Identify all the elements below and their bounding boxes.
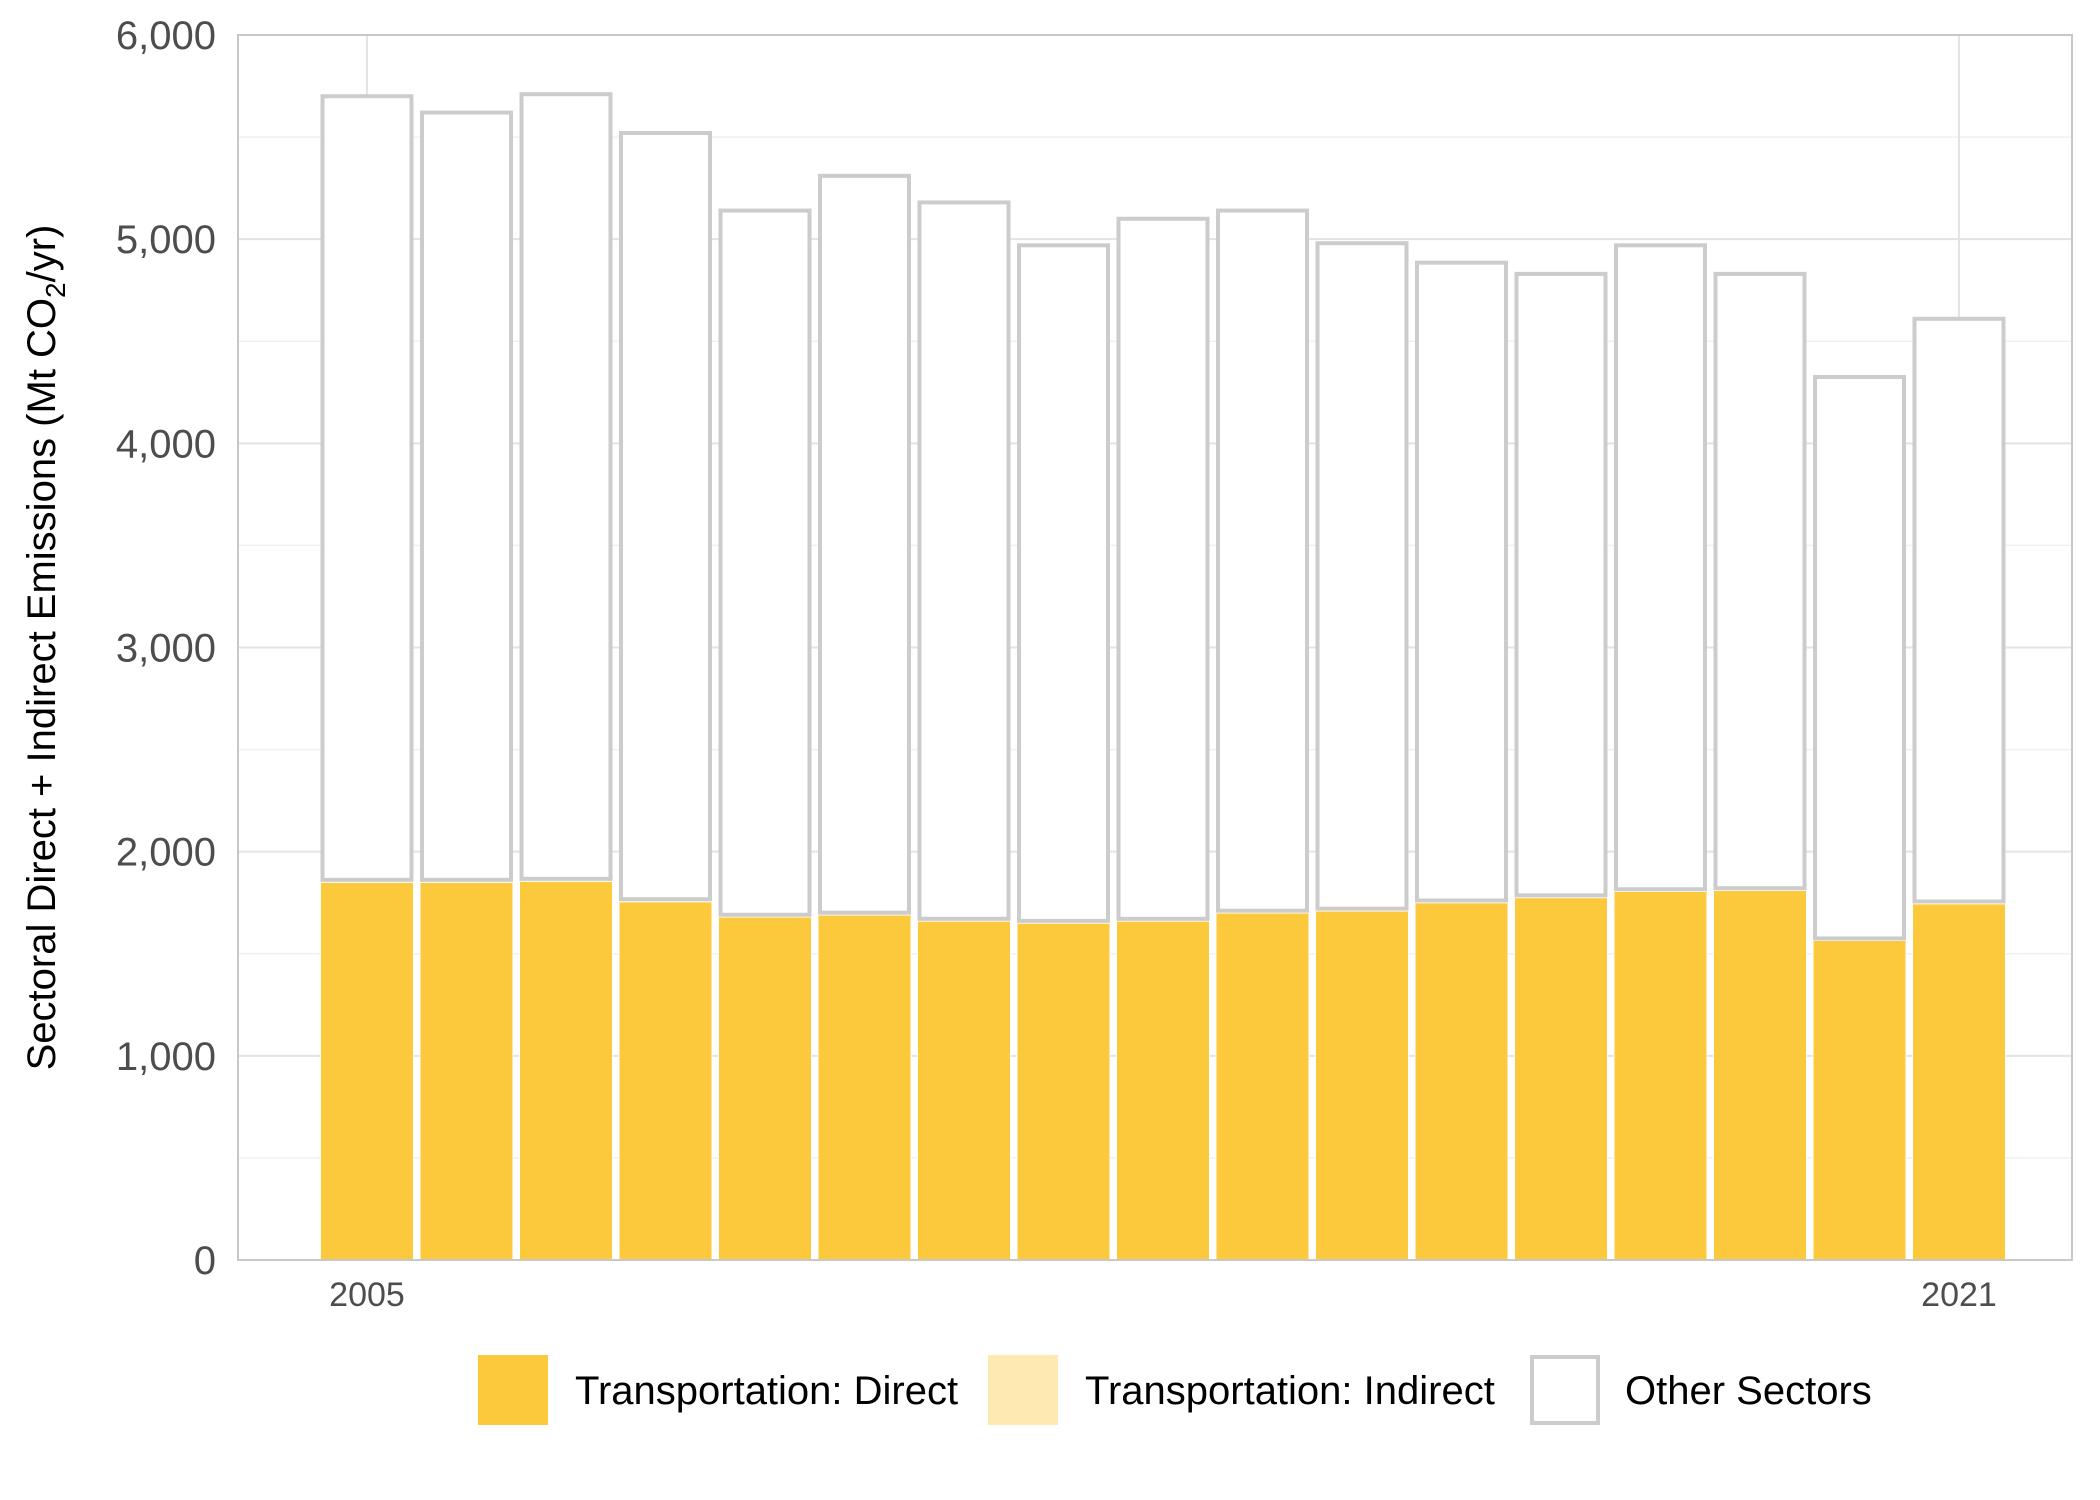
bar-transportation-direct-2008 <box>618 901 713 1261</box>
bar-transportation-direct-2009 <box>718 916 812 1261</box>
y-tick-label: 0 <box>194 1239 216 1283</box>
bar-transportation-direct-2017 <box>1514 897 1608 1261</box>
y-axis-title-prefix: Sectoral Direct + Indirect Emissions (Mt… <box>20 298 64 1070</box>
bar-transportation-direct-2005 <box>320 881 414 1261</box>
bar-transportation-direct-2020 <box>1812 939 1907 1261</box>
bar-group-2006 <box>419 110 514 1261</box>
bar-other-sectors-2009 <box>718 208 812 917</box>
bar-group-2021 <box>1912 316 2006 1261</box>
legend-label-other-sectors: Other Sectors <box>1625 1369 1872 1413</box>
x-tick-labels: 2005 2021 <box>329 1276 1997 1314</box>
bar-group-2014 <box>1215 208 1310 1261</box>
bar-group-2013 <box>1116 216 1210 1261</box>
y-tick-label: 2,000 <box>116 831 216 875</box>
bar-transportation-direct-2006 <box>419 881 514 1261</box>
bar-transportation-direct-2014 <box>1215 912 1310 1261</box>
legend-label-transportation-direct: Transportation: Direct <box>575 1369 958 1413</box>
y-axis-title-subscript: 2 <box>40 282 71 298</box>
bar-transportation-direct-2015 <box>1315 910 1409 1261</box>
bar-transportation-direct-2011 <box>917 920 1011 1261</box>
bar-group-2012 <box>1016 243 1111 1261</box>
bar-group-2016 <box>1414 260 1509 1261</box>
bar-other-sectors-2018 <box>1614 243 1707 892</box>
bar-transportation-direct-2016 <box>1414 902 1509 1261</box>
legend-swatch-transportation-direct <box>478 1355 548 1425</box>
legend-swatch-transportation-indirect <box>988 1355 1058 1425</box>
bar-group-2008 <box>618 131 713 1261</box>
bar-group-2011 <box>917 200 1011 1261</box>
y-tick-label: 4,000 <box>116 422 216 466</box>
bar-other-sectors-2011 <box>917 200 1011 921</box>
bar-group-2009 <box>718 208 812 1261</box>
bar-other-sectors-2017 <box>1514 271 1608 898</box>
bar-other-sectors-2021 <box>1912 316 2006 904</box>
bar-other-sectors-2019 <box>1713 271 1807 891</box>
bar-transportation-direct-2018 <box>1613 890 1708 1261</box>
bar-other-sectors-2015 <box>1315 241 1409 911</box>
x-tick-label: 2021 <box>1921 1276 1997 1314</box>
bar-group-2020 <box>1812 374 1907 1261</box>
bar-transportation-direct-2012 <box>1016 922 1111 1261</box>
bar-other-sectors-2010 <box>818 173 911 915</box>
bar-transportation-direct-2019 <box>1713 889 1807 1261</box>
bar-group-2015 <box>1315 241 1409 1261</box>
bar-other-sectors-2012 <box>1017 243 1110 923</box>
bar-other-sectors-2013 <box>1116 216 1210 921</box>
y-tick-label: 5,000 <box>116 218 216 262</box>
bar-group-2017 <box>1514 271 1608 1261</box>
y-tick-label: 3,000 <box>116 627 216 671</box>
bar-transportation-direct-2010 <box>817 914 912 1261</box>
bar-group-2007 <box>519 92 613 1261</box>
bar-other-sectors-2016 <box>1415 260 1508 903</box>
plot-border <box>237 34 2073 1261</box>
y-axis-title-suffix: /yr) <box>20 225 64 283</box>
bar-transportation-direct-2021 <box>1912 903 2006 1261</box>
bar-other-sectors-2006 <box>420 110 513 882</box>
bar-other-sectors-2005 <box>320 94 414 882</box>
bar-other-sectors-2008 <box>619 131 712 902</box>
bar-group-2019 <box>1713 271 1807 1261</box>
bar-other-sectors-2014 <box>1216 208 1309 913</box>
bar-group-2005 <box>320 94 414 1261</box>
bar-group-2018 <box>1613 243 1708 1261</box>
y-tick-label: 1,000 <box>116 1035 216 1079</box>
legend-label-transportation-indirect: Transportation: Indirect <box>1085 1369 1495 1413</box>
legend-swatch-other-sectors <box>1530 1355 1600 1425</box>
bar-transportation-direct-2007 <box>519 880 613 1261</box>
bar-transportation-direct-2013 <box>1116 920 1210 1261</box>
y-axis-title: Sectoral Direct + Indirect Emissions (Mt… <box>20 225 71 1071</box>
x-tick-label: 2005 <box>329 1276 405 1314</box>
y-tick-label: 6,000 <box>116 14 216 58</box>
y-tick-labels: 0 1,000 2,000 3,000 4,000 5,000 6,000 <box>116 14 216 1283</box>
legend: Transportation: Direct Transportation: In… <box>478 1355 1872 1425</box>
bar-other-sectors-2007 <box>519 92 613 881</box>
bar-group-2010 <box>817 173 912 1261</box>
bar-other-sectors-2020 <box>1813 374 1906 941</box>
bars <box>320 92 2006 1261</box>
